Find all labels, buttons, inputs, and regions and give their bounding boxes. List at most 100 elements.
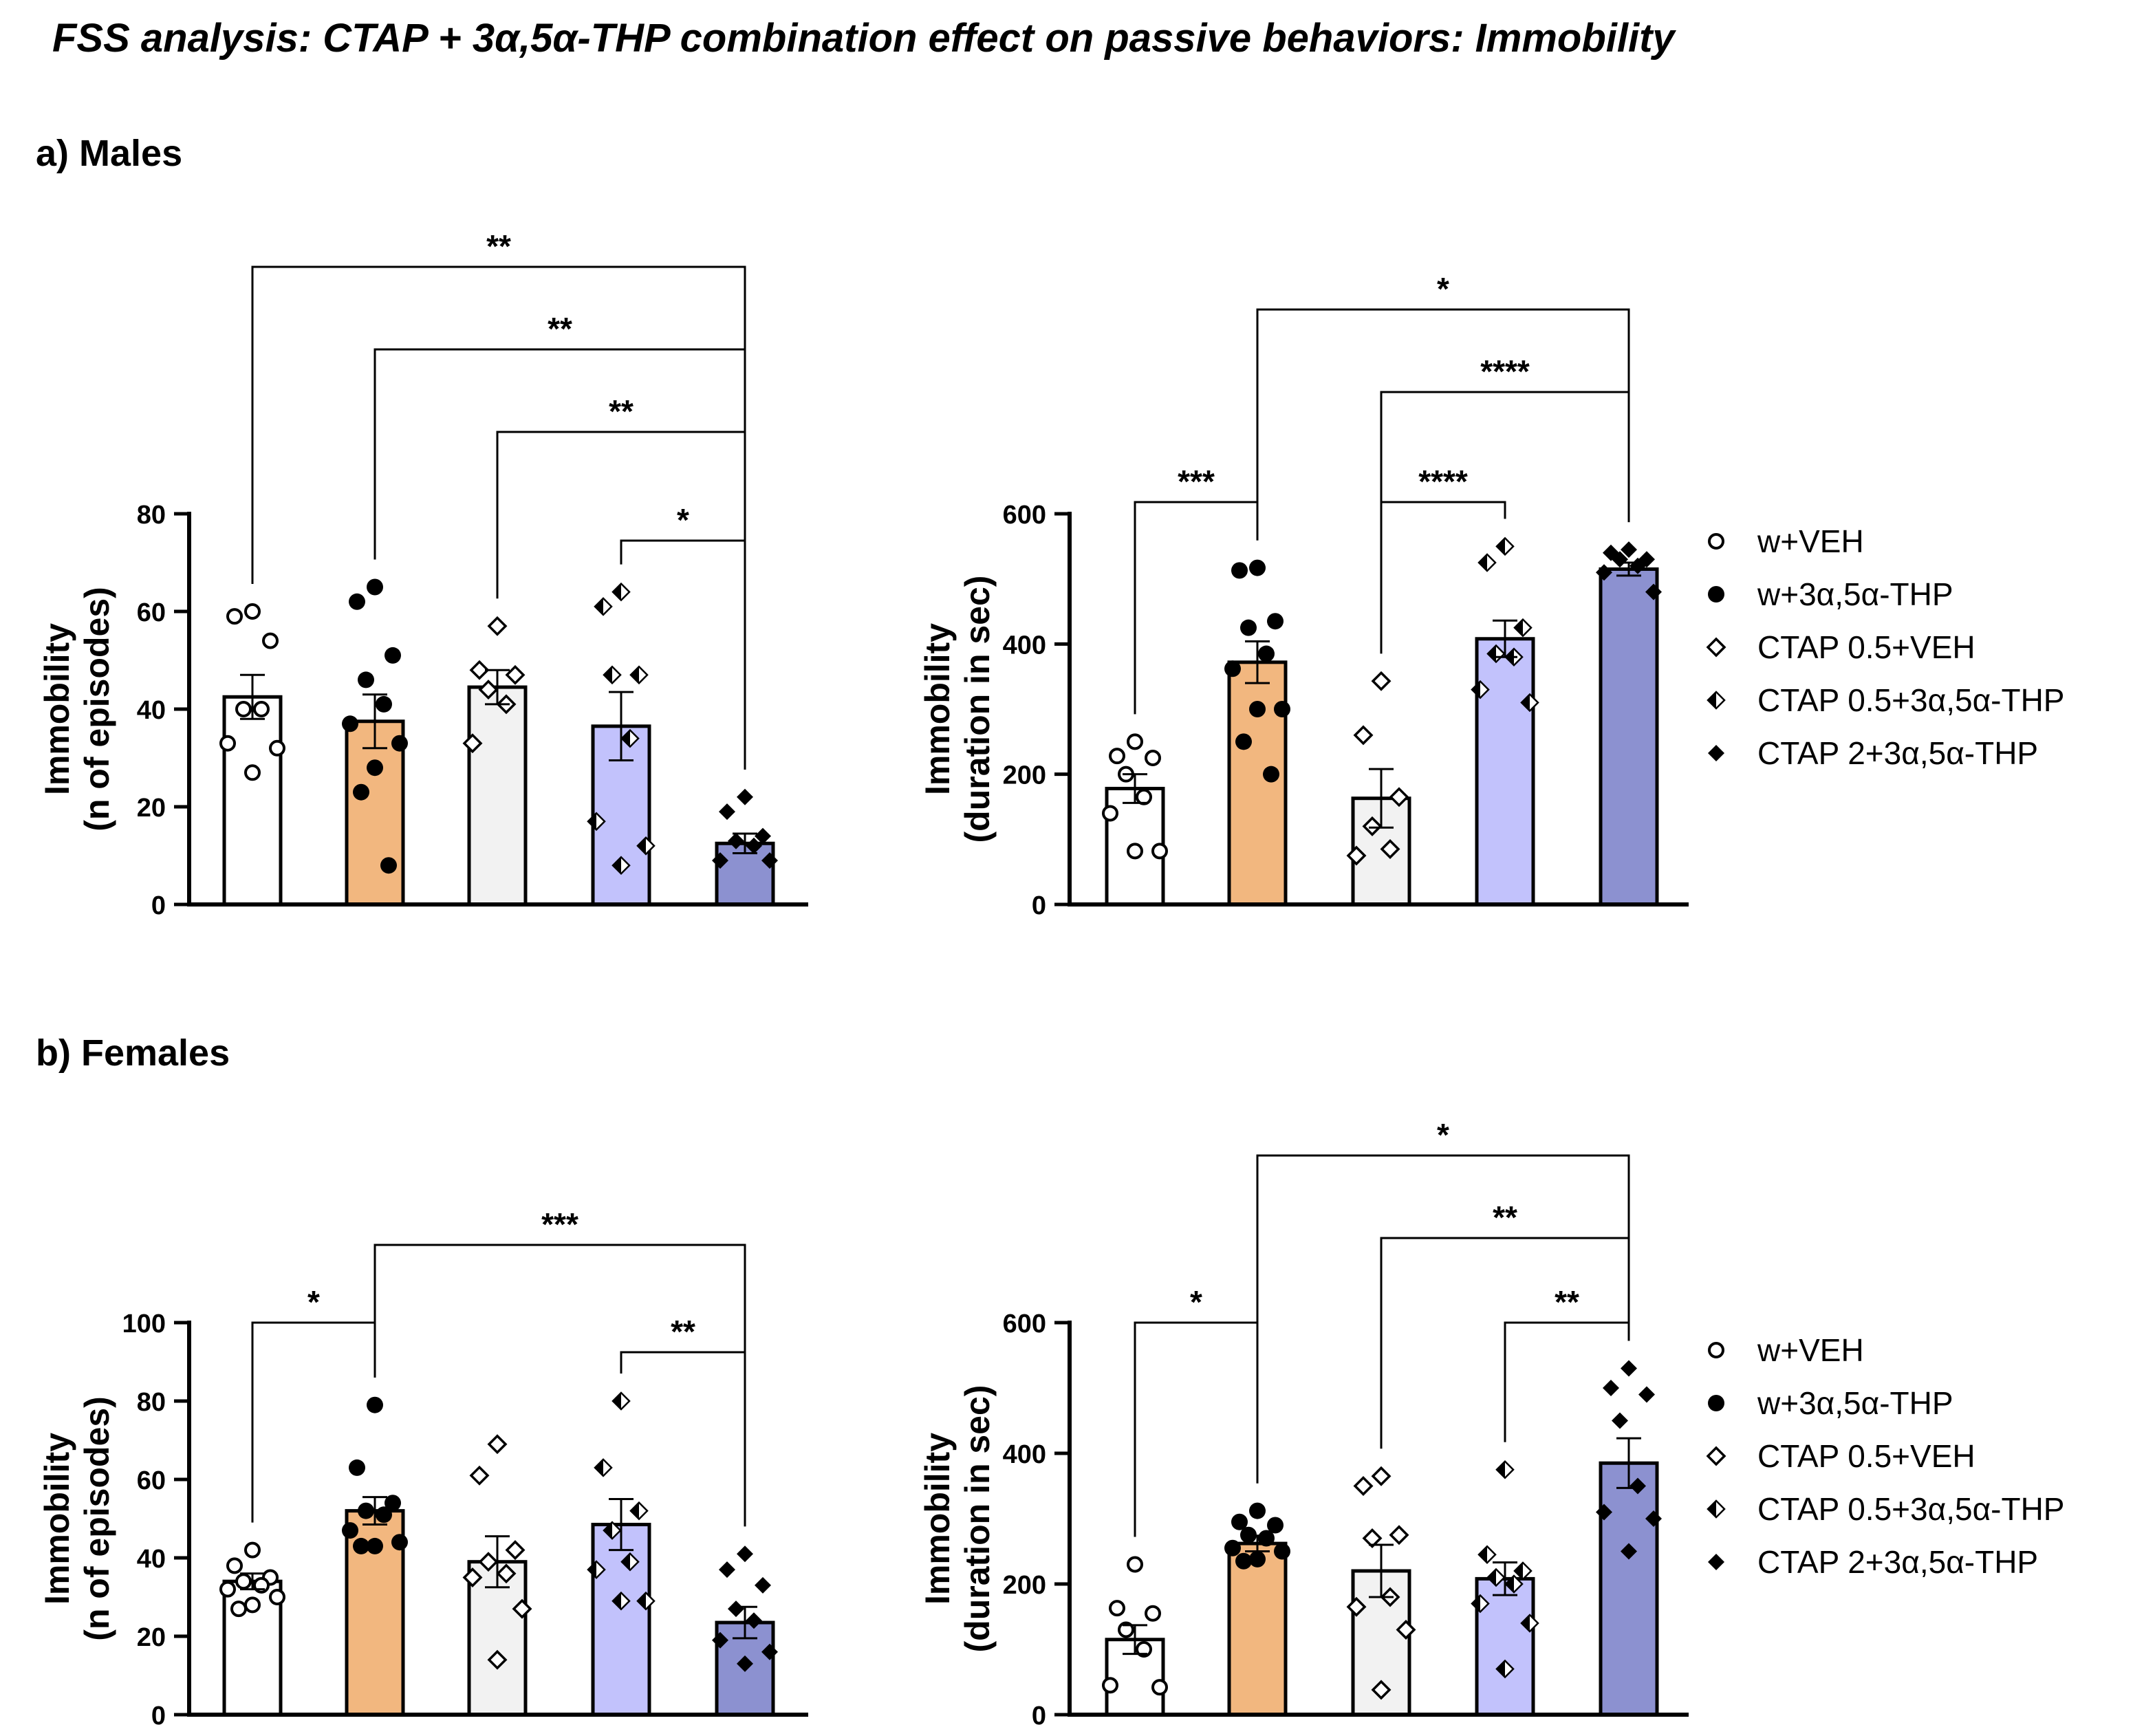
data-point [505, 664, 526, 685]
data-point [253, 701, 270, 717]
points-group-5 [1596, 1360, 1662, 1560]
error-bar-3 [1369, 768, 1394, 829]
significance-label: * [1437, 1117, 1449, 1153]
data-point [1596, 1504, 1612, 1521]
y-tick-label: 40 [137, 696, 166, 725]
data-point [1520, 1614, 1539, 1633]
data-point [1249, 701, 1266, 717]
legend-label: w+3α,5α-THP [1757, 1385, 1953, 1421]
data-point [1151, 843, 1168, 860]
error-bar-3 [1369, 1543, 1394, 1598]
data-point [235, 1573, 252, 1590]
error-bar-1 [1123, 773, 1147, 804]
data-point [349, 593, 365, 610]
significance-label: ** [1493, 1200, 1517, 1235]
data-point [611, 1391, 631, 1411]
data-point [1249, 1550, 1266, 1567]
data-point [1224, 1539, 1241, 1556]
data-point [594, 1458, 613, 1477]
filled-circle-icon [1708, 586, 1724, 603]
filled-circle-icon [1708, 1395, 1724, 1411]
significance-label: **** [1480, 354, 1530, 389]
legend-label: CTAP 2+3α,5α-THP [1757, 1544, 2038, 1580]
significance-label: ** [1555, 1284, 1579, 1320]
data-point [367, 1537, 383, 1554]
data-point [478, 1552, 499, 1572]
data-point [761, 852, 778, 869]
data-point [462, 1567, 483, 1587]
data-point [376, 695, 392, 713]
data-point [728, 832, 744, 849]
data-point [1621, 541, 1637, 558]
data-point [755, 827, 771, 845]
y-tick-label: 0 [1032, 891, 1046, 920]
legend-label: w+VEH [1757, 523, 1864, 559]
data-point [1258, 1530, 1275, 1547]
section-label-males: a) Males [36, 133, 183, 174]
bar-5 [1599, 567, 1659, 907]
data-point [1102, 805, 1118, 822]
data-point [603, 1521, 622, 1540]
significance-bracket: ** [1380, 1200, 1630, 1449]
data-point [1127, 733, 1143, 750]
half-diamond-icon [1707, 1499, 1726, 1519]
significance-bracket: * [251, 1284, 376, 1523]
legend-label: CTAP 0.5+VEH [1757, 1438, 1975, 1474]
y-tick-label: 600 [1003, 501, 1046, 530]
data-point [1596, 564, 1612, 581]
data-point [1249, 1502, 1266, 1519]
filled-diamond-icon [1708, 1554, 1724, 1570]
data-point [603, 665, 622, 685]
significance-label: ** [486, 228, 511, 264]
legend-label: CTAP 0.5+3α,5α-THP [1757, 682, 2064, 718]
data-point [269, 1589, 285, 1605]
significance-bracket: ** [620, 1314, 746, 1527]
y-tick-label: 600 [1003, 1310, 1046, 1338]
data-point [746, 1612, 762, 1629]
data-point [1486, 1567, 1506, 1587]
data-point [262, 632, 279, 649]
data-point [629, 665, 649, 685]
y-tick-label: 0 [1032, 1702, 1046, 1730]
data-point [269, 739, 285, 757]
error-bar-3 [485, 1535, 510, 1589]
points-group-4 [587, 582, 656, 875]
data-point [1136, 788, 1152, 805]
open-diamond-icon [1706, 637, 1726, 658]
error-bar-1 [240, 1572, 265, 1591]
data-point [244, 1596, 261, 1614]
figure-title: FSS analysis: CTAP + 3α,5α-THP combinati… [52, 16, 1675, 61]
data-point [385, 1495, 401, 1512]
data-point [1477, 553, 1497, 572]
data-point [737, 1545, 753, 1563]
y-axis-label-line: (n of episodes) [78, 1396, 116, 1641]
bar-3 [467, 685, 528, 907]
filled-diamond-icon [1708, 745, 1724, 761]
data-point [1353, 725, 1374, 746]
data-point [226, 608, 243, 625]
data-point [1224, 660, 1241, 677]
points-group-3 [1346, 1466, 1416, 1700]
significance-label: * [307, 1284, 320, 1320]
data-point [1371, 1680, 1392, 1700]
data-point [367, 578, 383, 596]
data-point [219, 1581, 236, 1598]
data-point [1346, 845, 1367, 866]
data-point [1235, 1552, 1252, 1570]
significance-bracket: *** [1134, 464, 1259, 715]
data-point [1240, 619, 1257, 636]
data-point [1603, 1380, 1619, 1396]
legend-1: w+VEH w+3α,5α-THP CTAP 0.5+VEH CTAP 0.5+3α,… [1706, 523, 2064, 771]
data-point [1235, 733, 1252, 750]
error-bar-3 [485, 669, 510, 706]
data-point [1371, 671, 1392, 691]
data-point [1267, 613, 1284, 630]
y-axis-label: Immobility(duration in sec) [918, 576, 997, 843]
y-tick-label: 20 [137, 794, 166, 823]
points-group-3 [462, 1434, 532, 1670]
y-axis-label-line: (n of episodes) [78, 587, 116, 832]
section-label-females: b) Females [36, 1032, 230, 1074]
y-axis-label-line: (duration in sec) [958, 1385, 997, 1653]
